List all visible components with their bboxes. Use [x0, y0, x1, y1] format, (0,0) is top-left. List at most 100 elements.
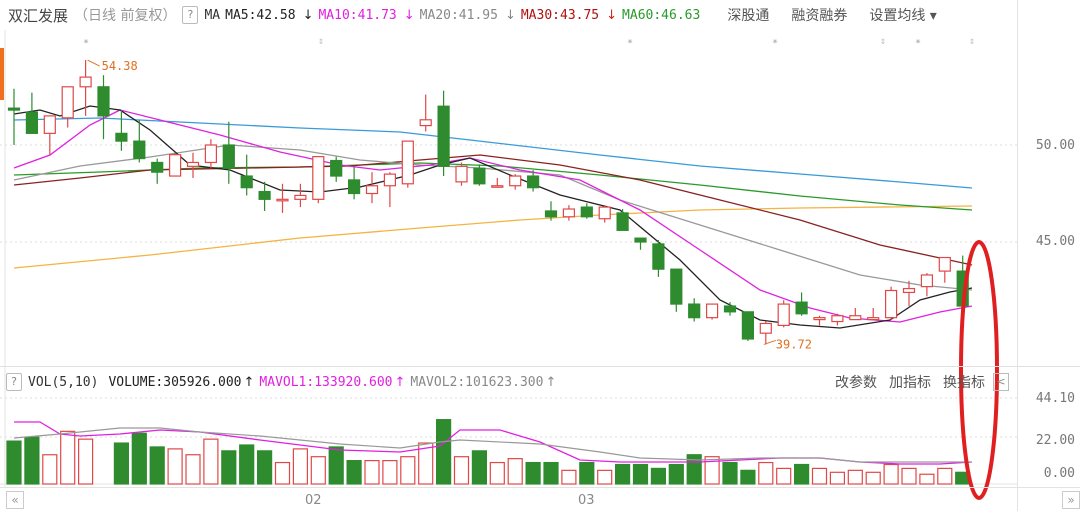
volume-bar: [328, 446, 344, 485]
volume-bar: [919, 473, 935, 485]
volume-bar: [793, 463, 810, 485]
candle-body: [616, 212, 629, 231]
volume-bar: [167, 448, 183, 485]
ma-label: MA: [204, 7, 221, 23]
change-params-button[interactable]: 改参数: [835, 375, 877, 391]
volume-bar: [203, 438, 219, 485]
volume-bar: [239, 444, 255, 485]
high-annotation-label: 54.38: [102, 59, 138, 73]
volume-bar: [185, 454, 201, 485]
volume-bar: [740, 469, 756, 485]
candle-body: [920, 274, 934, 288]
candlestick-chart[interactable]: ✷ ⇕ ✷ ✷ ⇕ ✷ ⇕ 54.38 39.72: [0, 0, 1017, 511]
volume-bar: [668, 463, 684, 485]
ma-legend-item: MA5:42.58: [225, 7, 296, 23]
candle-body: [688, 303, 701, 319]
date-label-03: 03: [578, 493, 595, 508]
event-marker-icon: ⇕: [318, 36, 324, 47]
candle-body: [7, 107, 21, 111]
volume-toolbar: 改参数 加指标 换指标 <: [823, 370, 1009, 394]
low-annotation-arrow: [763, 339, 776, 345]
event-marker-icon: ✷: [83, 36, 89, 47]
volume-bar: [704, 456, 720, 485]
ma5-line: [13, 105, 973, 329]
event-marker-icon: ✷: [915, 36, 921, 47]
candle-body: [723, 305, 737, 313]
volume-bar: [525, 461, 541, 485]
low-annotation-label: 39.72: [776, 337, 812, 351]
candle-body: [902, 287, 916, 294]
volume-bar: [543, 461, 559, 485]
scroll-left-icon[interactable]: «: [6, 491, 24, 509]
volume-indicator-name: VOL(5,10): [28, 374, 99, 390]
volume-axis-label-mid: 22.00: [1035, 433, 1075, 448]
link-shenguton[interactable]: 深股通: [727, 8, 770, 24]
candle-body: [383, 173, 396, 187]
candle-body: [491, 185, 504, 188]
volume-bar: [471, 450, 487, 485]
event-marker-icon: ✷: [772, 36, 778, 47]
candle-body: [204, 144, 217, 164]
candle-body: [562, 208, 576, 218]
candle-body: [294, 194, 307, 200]
volume-bar: [292, 448, 308, 485]
mavol1-value: MAVOL1:133920.600: [259, 374, 393, 390]
candle-body: [169, 154, 182, 177]
candle-body: [133, 140, 146, 160]
volume-help-icon[interactable]: ?: [6, 373, 22, 391]
volume-bar: [865, 471, 881, 485]
candle-body: [330, 159, 343, 177]
volume-bar: [149, 446, 165, 485]
volume-bar: [883, 463, 899, 485]
volume-bar: [597, 469, 613, 485]
switch-indicator-button[interactable]: 换指标: [943, 375, 985, 391]
set-ma-dropdown[interactable]: 设置均线 ▾: [869, 8, 937, 24]
candle-body: [813, 317, 826, 321]
candle-body: [97, 86, 110, 117]
volume-bar: [937, 467, 953, 485]
candle-body: [401, 140, 414, 185]
candle-body: [598, 206, 611, 220]
volume-bar: [614, 463, 631, 485]
candle-body: [61, 86, 74, 119]
volume-bar: [382, 459, 398, 485]
volume-bar: [758, 461, 774, 485]
volume-bar: [650, 467, 667, 485]
volume-bar: [221, 450, 237, 485]
volume-bar: [400, 456, 416, 485]
volume-bar: [131, 432, 147, 485]
link-margin-trading[interactable]: 融资融券: [791, 8, 848, 24]
mavol2-up-arrow-icon: ↑: [545, 374, 557, 390]
ma-legend-item: MA60:46.63: [622, 7, 701, 23]
collapse-icon[interactable]: <: [993, 373, 1009, 391]
volume-bar: [489, 461, 505, 485]
volume-bar: [77, 438, 94, 485]
add-indicator-button[interactable]: 加指标: [889, 375, 931, 391]
volume-bar: [42, 454, 58, 485]
volume-axis-label-max: 44.10: [1035, 391, 1075, 406]
candle-body: [79, 76, 92, 88]
price-chart-header: 双汇发展 （日线 前复权） ? MA MA5:42.58 ↓ MA10:41.73 ↓…: [0, 0, 1020, 30]
ma250-line: [13, 205, 973, 269]
candle-body: [348, 179, 361, 195]
help-icon[interactable]: ?: [182, 6, 199, 24]
volume-axis-label-zero: 0.00: [1043, 466, 1075, 481]
volume-bar: [113, 442, 130, 485]
time-axis: « 02 03 »: [0, 487, 1080, 512]
candle-body: [956, 270, 969, 307]
down-arrow-icon: ↓: [302, 7, 314, 23]
event-marker-icon: ⇕: [969, 36, 975, 47]
volume-header: ? VOL(5,10) VOLUME:305926.000 ↑ MAVOL1:1…: [0, 370, 1017, 394]
candle-body: [652, 243, 665, 270]
volume-bar: [776, 467, 792, 485]
volume-bar: [257, 450, 273, 485]
volume-bar: [274, 461, 291, 485]
ma-legend-item: MA10:41.73: [318, 7, 397, 23]
candle-body: [509, 175, 522, 187]
candle-body: [115, 132, 128, 142]
scroll-right-icon[interactable]: »: [1062, 491, 1080, 509]
price-axis-label-45: 45.00: [1035, 234, 1075, 249]
candle-body: [759, 322, 772, 334]
candle-body: [741, 311, 755, 340]
volume-value: VOLUME:305926.000: [108, 374, 242, 390]
